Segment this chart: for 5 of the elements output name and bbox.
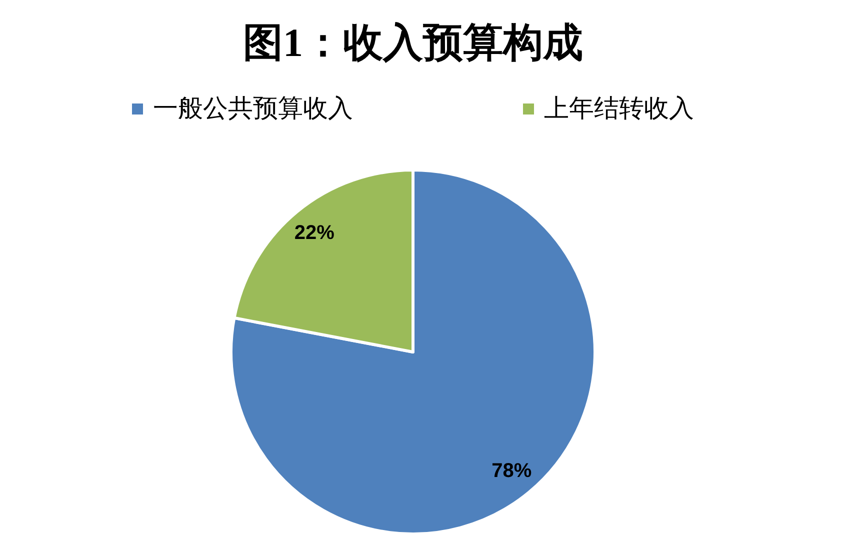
data-label: 22% xyxy=(294,222,334,244)
legend-label: 一般公共预算收入 xyxy=(153,96,353,122)
title: 图1：收入预算构成 xyxy=(243,20,583,65)
legend-label: 上年结转收入 xyxy=(544,96,694,122)
data-label: 78% xyxy=(492,460,532,482)
